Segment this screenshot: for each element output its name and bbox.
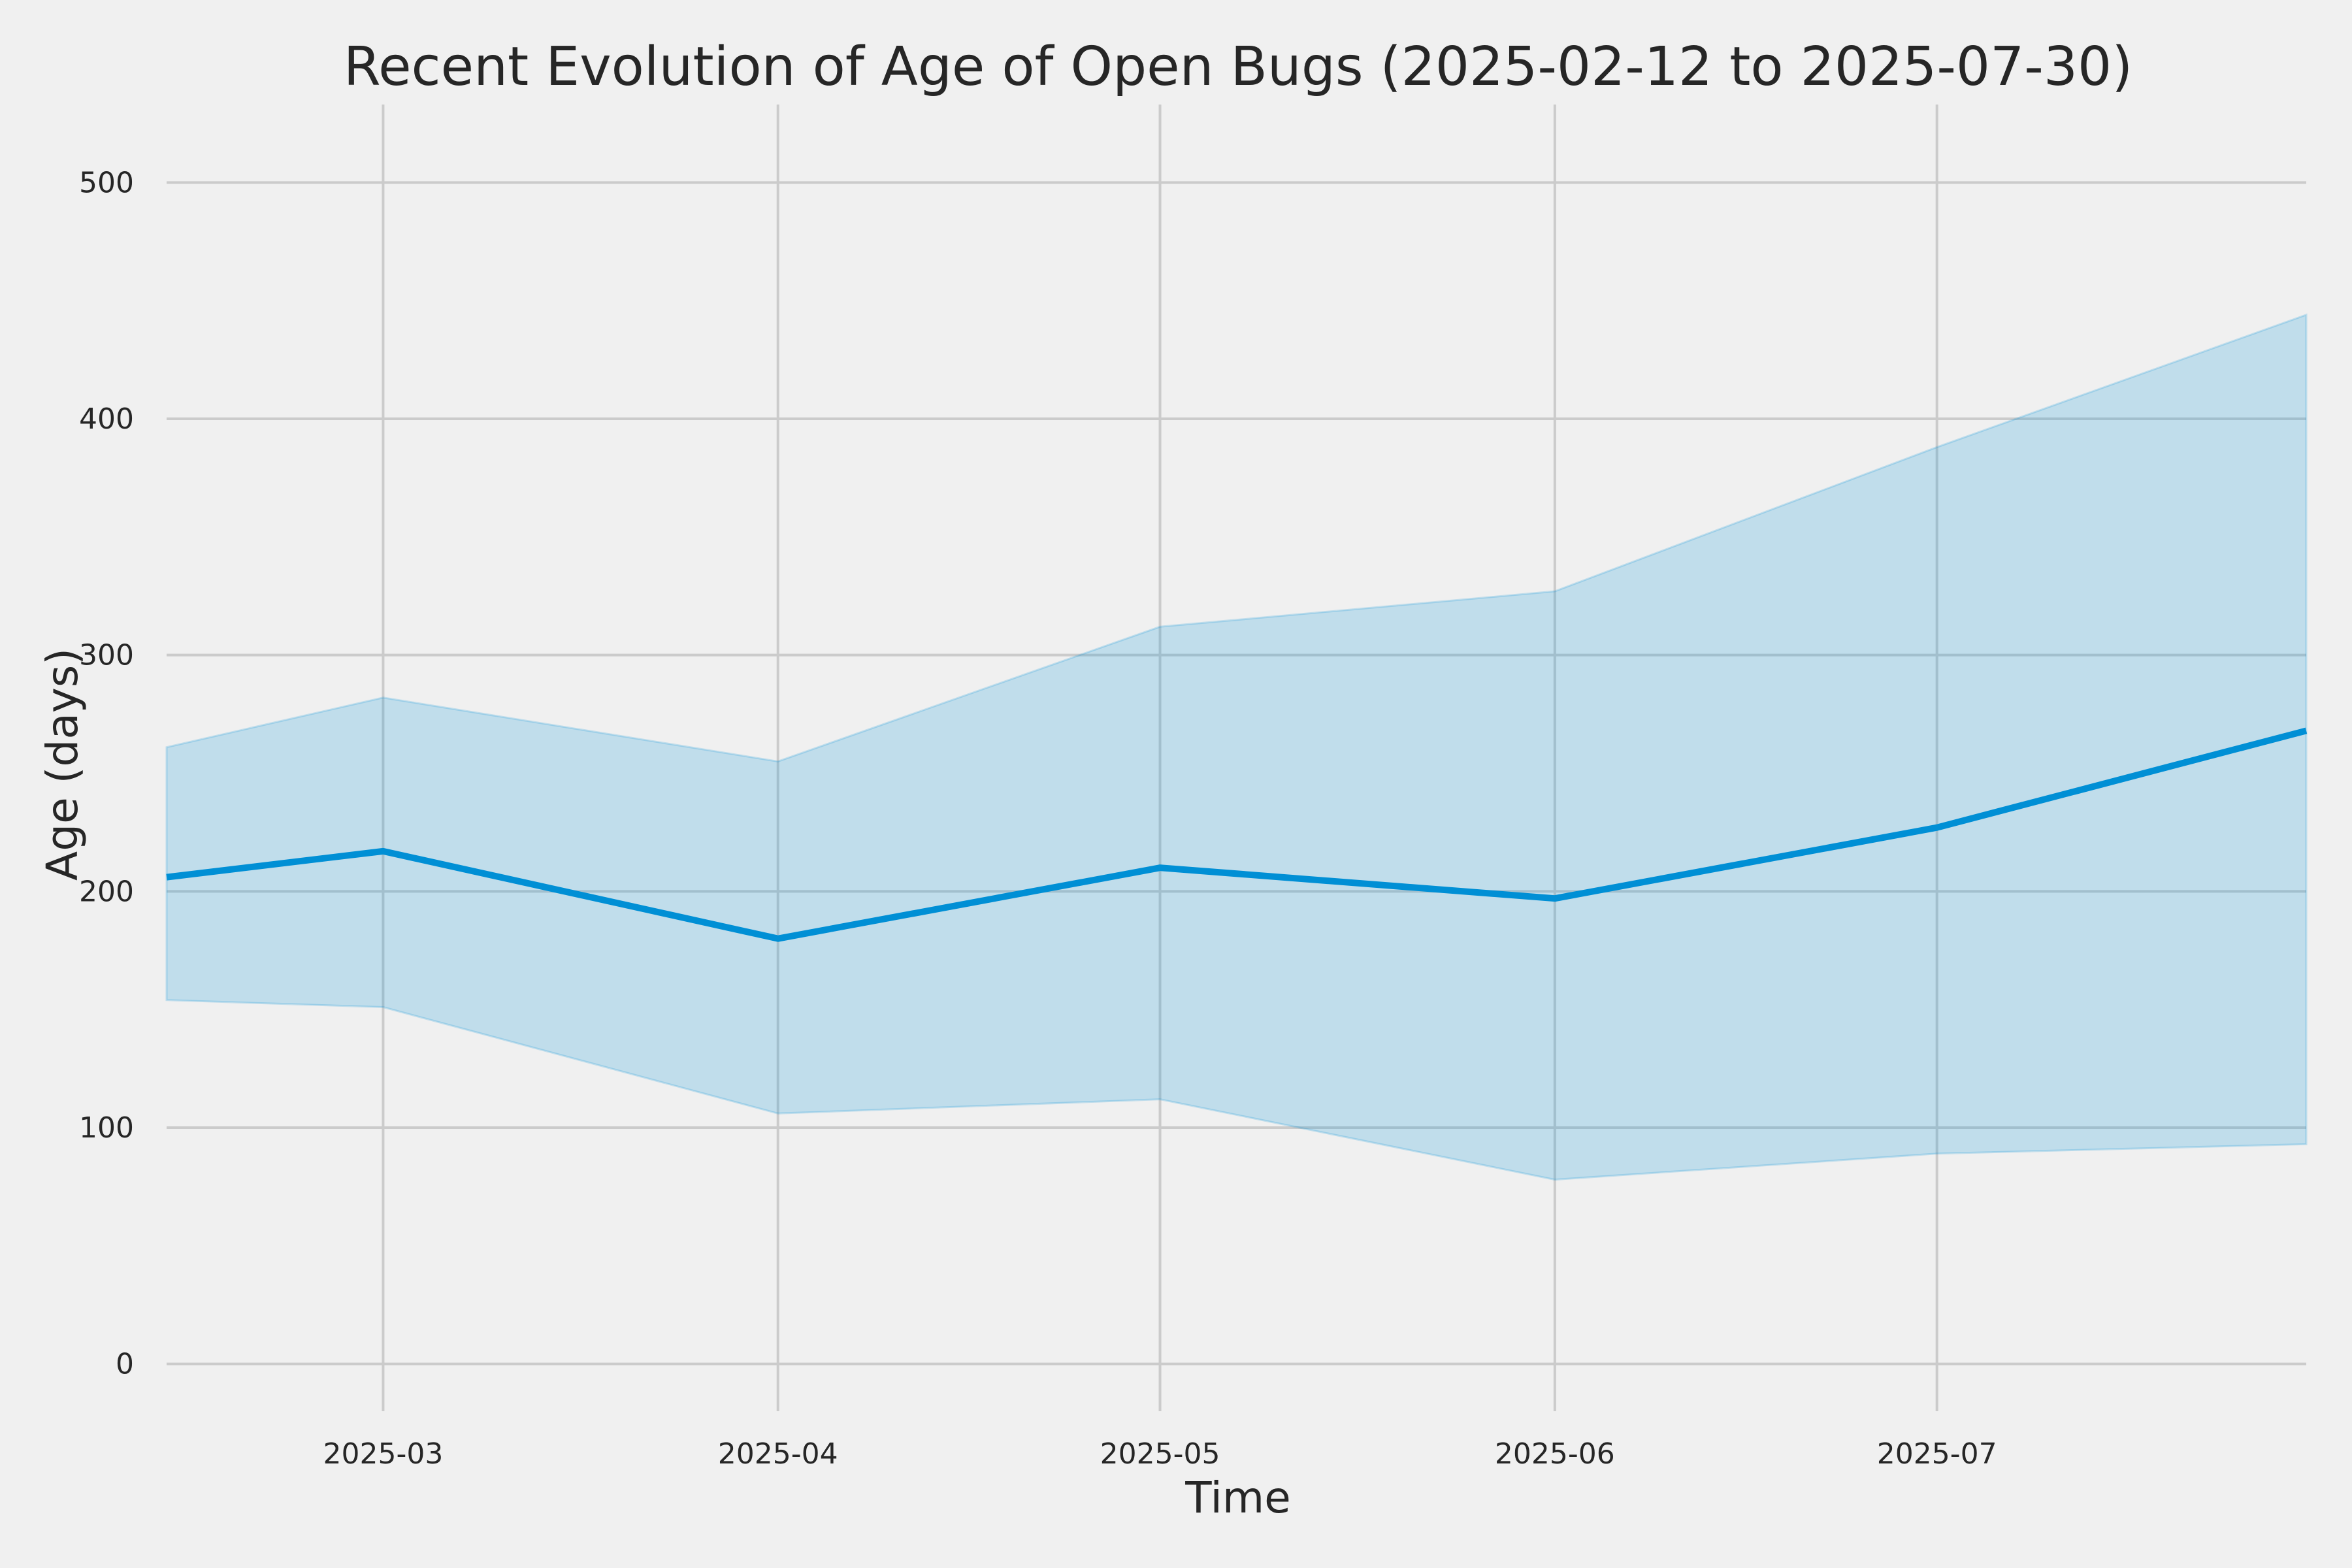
x-axis-label: Time	[1184, 1473, 1291, 1523]
x-tick-label: 2025-04	[718, 1437, 838, 1471]
series-line-layer	[166, 727, 2308, 942]
y-tick-label: 500	[79, 166, 134, 199]
y-axis-label: Age (days)	[37, 648, 88, 881]
chart-title: Recent Evolution of Age of Open Bugs (20…	[344, 36, 2132, 98]
x-tick-label: 2025-03	[323, 1437, 443, 1471]
y-tick-label: 300	[79, 639, 134, 672]
median-age-line	[166, 727, 2308, 942]
x-tick-label: 2025-05	[1100, 1437, 1220, 1471]
confidence-band-layer	[165, 313, 2308, 1181]
y-tick-label: 100	[79, 1111, 134, 1145]
y-tick-label: 200	[79, 875, 134, 908]
x-tick-labels: 2025-03 2025-04 2025-05 2025-06 2025-07	[323, 1437, 1997, 1471]
grid	[167, 105, 2306, 1411]
y-tick-labels: 0 100 200 300 400 500	[79, 166, 134, 1380]
x-tick-label: 2025-07	[1877, 1437, 1997, 1471]
confidence-band	[165, 313, 2308, 1181]
y-tick-label: 400	[79, 402, 134, 436]
x-tick-label: 2025-06	[1495, 1437, 1615, 1471]
y-tick-label: 0	[116, 1348, 134, 1381]
